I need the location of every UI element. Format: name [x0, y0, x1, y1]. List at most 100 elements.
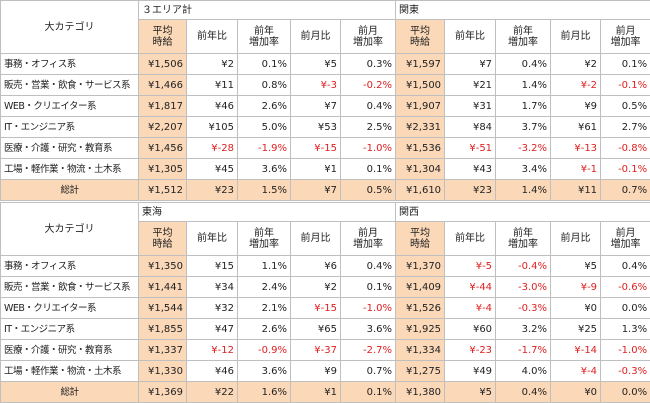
value-cell: 0.8% [238, 75, 291, 96]
value-cell: 0.1% [601, 54, 650, 75]
value-cell: ¥-13 [551, 138, 601, 159]
column-header: 前年比 [445, 20, 496, 54]
value-cell: ¥1,330 [139, 361, 187, 382]
value-cell: ¥-4 [445, 298, 496, 319]
category-header: 大カテゴリ [1, 1, 139, 54]
value-cell: 0.4% [496, 382, 551, 403]
category-label: 工場・軽作業・物流・土木系 [1, 159, 139, 180]
value-cell: ¥1,456 [139, 138, 187, 159]
value-cell: ¥84 [445, 117, 496, 138]
value-cell: ¥7 [291, 96, 341, 117]
value-cell: ¥7 [445, 54, 496, 75]
value-cell: ¥-5 [445, 256, 496, 277]
value-cell: ¥-3 [291, 75, 341, 96]
value-cell: 0.1% [341, 159, 396, 180]
value-cell: ¥1,544 [139, 298, 187, 319]
value-cell: 3.6% [341, 319, 396, 340]
value-cell: ¥15 [187, 256, 238, 277]
column-header: 前年増加率 [496, 222, 551, 256]
column-header: 前年比 [187, 20, 238, 54]
value-cell: -0.2% [341, 75, 396, 96]
value-cell: 0.1% [238, 54, 291, 75]
value-cell: -0.9% [238, 340, 291, 361]
value-cell: ¥1,500 [396, 75, 445, 96]
column-header: 平均時給 [139, 20, 187, 54]
value-cell: 2.5% [341, 117, 396, 138]
value-cell: ¥1 [291, 382, 341, 403]
value-cell: ¥6 [291, 256, 341, 277]
value-cell: ¥1,380 [396, 382, 445, 403]
value-cell: ¥1,350 [139, 256, 187, 277]
value-cell: ¥1,409 [396, 277, 445, 298]
wage-table-1: 大カテゴリ東海関西平均時給前年比前年増加率前月比前月増加率平均時給前年比前年増加… [0, 202, 650, 403]
value-cell: 0.1% [341, 277, 396, 298]
value-cell: -0.1% [601, 75, 650, 96]
value-cell: -0.3% [496, 298, 551, 319]
category-label: 総計 [1, 382, 139, 403]
value-cell: ¥1,506 [139, 54, 187, 75]
value-cell: -1.0% [601, 340, 650, 361]
value-cell: ¥1,370 [396, 256, 445, 277]
category-label: 事務・オフィス系 [1, 54, 139, 75]
value-cell: -2.7% [341, 340, 396, 361]
value-cell: 0.5% [341, 180, 396, 201]
value-cell: ¥31 [445, 96, 496, 117]
column-header: 前年比 [445, 222, 496, 256]
category-label: IT・エンジニア系 [1, 319, 139, 340]
value-cell: ¥23 [445, 180, 496, 201]
category-label: 医療・介護・研究・教育系 [1, 138, 139, 159]
value-cell: ¥-23 [445, 340, 496, 361]
value-cell: ¥1,526 [396, 298, 445, 319]
value-cell: 2.1% [238, 298, 291, 319]
value-cell: 0.3% [341, 54, 396, 75]
value-cell: ¥1,597 [396, 54, 445, 75]
value-cell: 1.4% [496, 75, 551, 96]
value-cell: -0.3% [601, 361, 650, 382]
column-header: 前月比 [551, 20, 601, 54]
value-cell: ¥-4 [551, 361, 601, 382]
value-cell: ¥1,512 [139, 180, 187, 201]
value-cell: -1.0% [341, 138, 396, 159]
value-cell: ¥53 [291, 117, 341, 138]
value-cell: -0.1% [601, 159, 650, 180]
value-cell: 1.3% [601, 319, 650, 340]
region-header: 関東 [396, 1, 650, 20]
column-header: 前月増加率 [601, 20, 650, 54]
value-cell: ¥-51 [445, 138, 496, 159]
category-label: 工場・軽作業・物流・土木系 [1, 361, 139, 382]
column-header: 平均時給 [139, 222, 187, 256]
category-label: WEB・クリエイター系 [1, 298, 139, 319]
column-header: 前月比 [291, 222, 341, 256]
value-cell: 1.7% [496, 96, 551, 117]
value-cell: 0.1% [341, 382, 396, 403]
value-cell: ¥11 [187, 75, 238, 96]
value-cell: 1.4% [496, 180, 551, 201]
column-header: 前年増加率 [496, 20, 551, 54]
value-cell: ¥2,207 [139, 117, 187, 138]
column-header: 前年増加率 [238, 20, 291, 54]
value-cell: ¥11 [551, 180, 601, 201]
value-cell: ¥-12 [187, 340, 238, 361]
column-header: 平均時給 [396, 222, 445, 256]
value-cell: ¥49 [445, 361, 496, 382]
value-cell: ¥1,369 [139, 382, 187, 403]
value-cell: ¥65 [291, 319, 341, 340]
value-cell: ¥1,907 [396, 96, 445, 117]
value-cell: ¥61 [551, 117, 601, 138]
value-cell: 0.0% [601, 298, 650, 319]
category-label: 事務・オフィス系 [1, 256, 139, 277]
value-cell: -3.2% [496, 138, 551, 159]
value-cell: -1.9% [238, 138, 291, 159]
category-label: 販売・営業・飲食・サービス系 [1, 75, 139, 96]
value-cell: ¥46 [187, 361, 238, 382]
value-cell: ¥1,337 [139, 340, 187, 361]
